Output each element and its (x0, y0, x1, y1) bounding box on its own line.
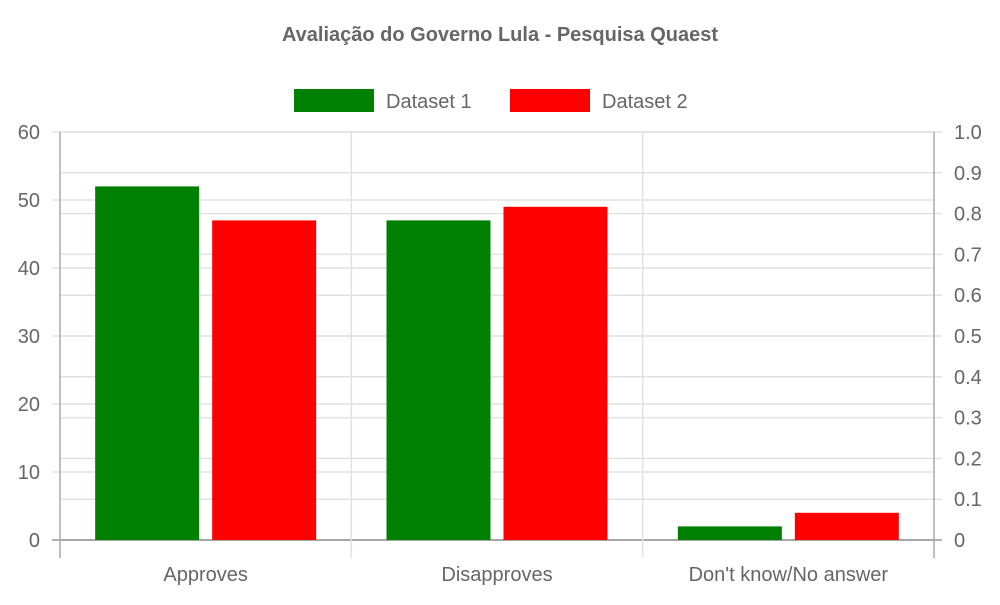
y2-tick-label: 0.9 (954, 163, 982, 185)
x-tick-label: Disapproves (441, 564, 552, 586)
y-tick-label: 50 (18, 190, 40, 212)
bars (95, 186, 899, 541)
y2-tick-label: 0.1 (954, 489, 982, 511)
legend-label: Dataset 1 (386, 91, 472, 113)
y2-tick-label: 0.8 (954, 204, 982, 226)
x-tick-label: Approves (163, 564, 248, 586)
y-tick-label: 0 (29, 530, 40, 552)
bar-2 (212, 220, 317, 540)
legend-swatch (294, 89, 374, 112)
legend-label: Dataset 2 (602, 91, 688, 113)
x-tick-label: Don't know/No answer (689, 564, 889, 586)
y2-tick-label: 0.7 (954, 244, 982, 266)
y2-tick-label: 0.6 (954, 285, 982, 307)
y2-tick-label: 0.2 (954, 448, 982, 470)
legend-swatch (510, 89, 590, 112)
bar-2 (794, 512, 899, 540)
y2-tick-label: 1.0 (954, 122, 982, 144)
axes: 0 10 20 30 40 50 60 0 0.1 0.2 0.3 0.4 0.5 0.6 0.7 0.8 0.… (18, 122, 982, 586)
y2-tick-label: 0.4 (954, 367, 982, 389)
y-tick-label: 40 (18, 258, 40, 280)
bar-1 (95, 186, 200, 540)
legend: Dataset 1 Dataset 2 (294, 89, 688, 113)
bar-2 (503, 206, 608, 541)
chart-title: Avaliação do Governo Lula - Pesquisa Qua… (282, 24, 718, 46)
bar-1 (677, 526, 782, 540)
y2-tick-label: 0.3 (954, 408, 982, 430)
y-tick-label: 30 (18, 326, 40, 348)
y2-tick-label: 0 (954, 530, 965, 552)
bar-1 (386, 220, 491, 540)
y-tick-label: 10 (18, 462, 40, 484)
y-tick-label: 60 (18, 122, 40, 144)
y2-tick-label: 0.5 (954, 326, 982, 348)
y-tick-label: 20 (18, 394, 40, 416)
